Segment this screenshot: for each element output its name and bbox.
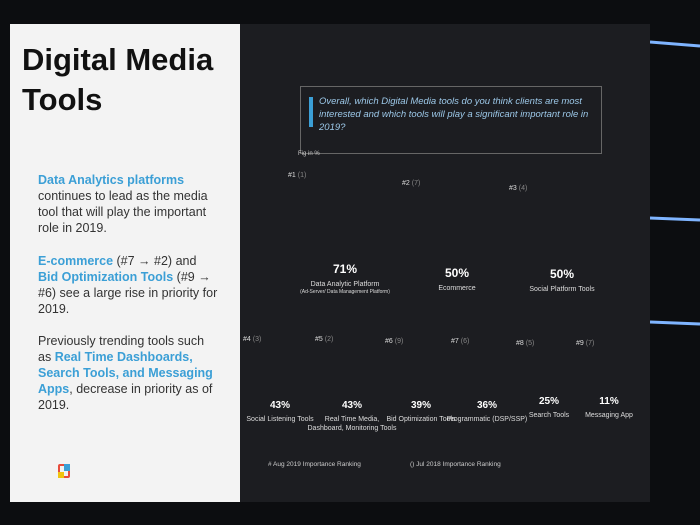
label-text: Data Analytic Platform — [310, 281, 380, 288]
label-text: Real Time Media, Dashboard, Monitoring T… — [307, 416, 397, 432]
rank-label: #7 (6) — [451, 338, 469, 345]
question-box: Overall, which Digital Media tools do yo… — [300, 86, 602, 154]
value-label: 43% — [269, 400, 290, 411]
rank-label: #8 (5) — [516, 340, 534, 347]
pie-label: Ecommerce — [412, 284, 502, 293]
question: Overall, which Digital Media tools do yo… — [319, 96, 589, 133]
value-label: 36% — [476, 400, 497, 411]
pie-label: Social Listening Tools — [235, 415, 325, 424]
label-text: Messaging App — [585, 412, 633, 419]
pie-label: Search Tools — [504, 411, 594, 420]
body-text: Previously trending tools such as — [38, 334, 205, 364]
highlight-text: Real Time Dashboards, Search Tools, and … — [38, 350, 213, 396]
rank: #9 — [576, 340, 584, 347]
rank-label: #6 (9) — [385, 338, 403, 345]
rank-label: #9 (7) — [576, 340, 594, 347]
rank: #1 — [288, 172, 296, 179]
previous-rank: (6) — [460, 338, 470, 345]
label-text: Social Platform Tools — [529, 286, 595, 293]
body-text: (#9 → #6) see a large rise in priority f… — [38, 270, 218, 316]
rank-label: #3 (4) — [509, 185, 527, 192]
footnote: # Aug 2019 Importance Ranking — [268, 461, 361, 468]
highlight-text: E-commerce — [38, 254, 114, 268]
pie-label: Real Time Media, Dashboard, Monitoring T… — [307, 415, 397, 433]
sidebar-paragraph: Data Analytics platforms continues to le… — [38, 172, 218, 236]
value-label: 11% — [599, 396, 619, 407]
value-label: 71% — [332, 262, 358, 276]
logo — [58, 464, 70, 478]
previous-rank: (9) — [394, 338, 404, 345]
rank: #4 — [243, 336, 251, 343]
sidebar-title: Digital Media Tools — [22, 42, 214, 117]
highlight-text: Data Analytics platforms — [38, 173, 185, 187]
value-label: 25% — [538, 396, 559, 407]
previous-rank: (7) — [585, 340, 595, 347]
rank: #8 — [516, 340, 524, 347]
label-text: Social Listening Tools — [246, 416, 314, 423]
highlight-text: Bid Optimization Tools — [38, 270, 174, 284]
value-label: 50% — [444, 266, 470, 280]
previous-rank: (4) — [518, 185, 528, 192]
previous-rank: (2) — [324, 336, 334, 343]
rank: #2 — [402, 180, 410, 187]
pie-label: Programmatic (DSP/SSP) — [442, 415, 532, 424]
previous-rank: (1) — [297, 172, 307, 179]
label-text: Ecommerce — [438, 285, 476, 292]
rank-label: #4 (3) — [243, 336, 261, 343]
previous-rank: (3) — [252, 336, 262, 343]
sidebar — [10, 24, 240, 502]
unit-note: Fig in % — [298, 151, 320, 157]
footnote: () Jul 2018 Importance Ranking — [410, 461, 501, 468]
label-text: Programmatic (DSP/SSP) — [446, 416, 528, 423]
rank-label: #1 (1) — [288, 172, 306, 179]
label-text: Bid Optimization Tools — [386, 416, 456, 423]
rank: #3 — [509, 185, 517, 192]
pie-label: Data Analytic Platform (Ad-Server/ Data M… — [300, 280, 390, 296]
value-label: 43% — [341, 400, 362, 411]
stage-lights — [650, 40, 700, 326]
label-text: Search Tools — [528, 412, 570, 419]
body-text: (#7 → #2) and — [113, 254, 197, 268]
rank: #6 — [385, 338, 393, 345]
rank-label: #2 (7) — [402, 180, 420, 187]
sidebar-paragraph: E-commerce (#7 → #2) and Bid Optimizatio… — [38, 253, 218, 317]
rank: #5 — [315, 336, 323, 343]
sidebar-paragraph: Previously trending tools such as Real T… — [38, 333, 218, 413]
previous-rank: (7) — [411, 180, 421, 187]
pie-label: Bid Optimization Tools — [376, 415, 466, 424]
value-label: 39% — [410, 400, 431, 411]
rank: #7 — [451, 338, 459, 345]
body-text: , decrease in priority as of 2019. — [38, 382, 213, 412]
accent-bar — [309, 97, 313, 127]
previous-rank: (5) — [525, 340, 535, 347]
rank-label: #5 (2) — [315, 336, 333, 343]
sub-label: (Ad-Server/ Data Management Platform) — [300, 289, 390, 295]
body-text: continues to lead as the media tool that… — [38, 189, 208, 235]
pie-label: Messaging App — [564, 411, 654, 420]
value-label: 50% — [549, 267, 575, 281]
pie-label: Social Platform Tools — [517, 285, 607, 294]
